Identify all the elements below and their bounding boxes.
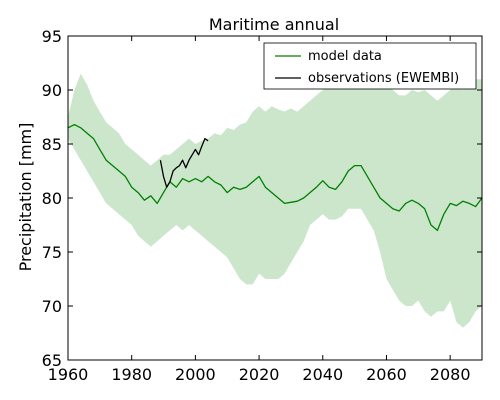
legend: model data observations (EWEMBI) [263, 42, 477, 90]
y-tick-label: 75 [42, 243, 62, 262]
y-axis-ticks: 65 70 75 80 85 90 95 [42, 27, 482, 370]
x-tick-label: 2040 [302, 365, 343, 384]
legend-label-model: model data [308, 49, 382, 64]
observations-line [159, 137, 209, 188]
y-tick-label: 80 [42, 189, 62, 208]
x-tick-label: 1960 [48, 365, 89, 384]
uncertainty-band-layer [68, 73, 482, 328]
y-tick-label: 95 [42, 27, 62, 46]
legend-label-observations: observations (EWEMBI) [308, 71, 459, 86]
x-tick-label: 2020 [239, 365, 280, 384]
y-tick-label: 65 [42, 351, 62, 370]
legend-box [263, 42, 477, 90]
x-axis-ticks: 1960 1980 2000 2020 2040 2060 2080 [48, 36, 471, 384]
x-tick-label: 1980 [111, 365, 152, 384]
x-tick-label: 2060 [366, 365, 407, 384]
y-tick-label: 70 [42, 297, 62, 316]
y-tick-label: 85 [42, 135, 62, 154]
model-data-line [67, 123, 483, 232]
series-layer [67, 123, 483, 232]
x-tick-label: 2000 [175, 365, 216, 384]
y-tick-label: 90 [42, 81, 62, 100]
chart-title: Maritime annual [209, 15, 339, 34]
y-axis-label: Precipitation [mm] [16, 123, 35, 272]
x-tick-label: 2080 [430, 365, 471, 384]
model-range-band [68, 73, 482, 328]
